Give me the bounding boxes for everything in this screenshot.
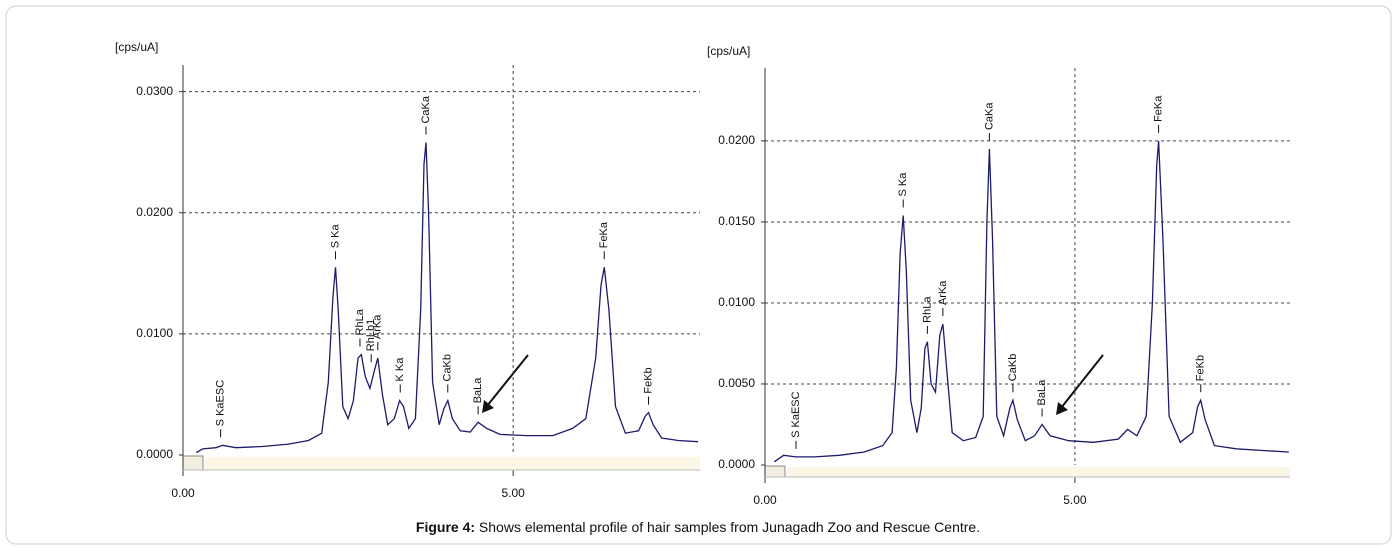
arrow [1060,354,1104,409]
corner-box [764,465,786,478]
peak-label: S Ka [329,224,341,249]
y-tick-label: 0.0050 [718,376,755,390]
peak-label: CaKb [1007,354,1019,382]
y-axis-label: [cps/uA] [707,44,750,58]
caption: Figure 4: Shows elemental profile of hai… [416,519,980,535]
y-axis-label: [cps/uA] [115,40,158,54]
peak-label: CaKb [442,354,454,382]
y-tick-label: 0.0200 [136,205,173,219]
peak-label: BaLa [472,377,484,404]
peak-label: CaKa [420,95,432,123]
peak-label: ArKa [937,280,949,305]
arrow-head [1056,402,1068,415]
spectrum-line [195,142,699,454]
arrow-head [482,400,494,413]
y-tick-label: 0.0000 [136,447,173,461]
baseline-strip [787,467,1290,477]
y-tick-label: 0.0100 [718,295,755,309]
peak-label: S KaESC [215,380,227,427]
caption-label: Figure 4: [416,519,475,535]
peak-label: FeKb [1195,355,1207,381]
x-tick-label: 5.00 [501,486,525,500]
y-tick-label: 0.0100 [136,326,173,340]
baseline-strip [205,457,700,470]
peak-label: FeKb [642,367,654,393]
peak-label: RhLa [354,308,366,335]
peak-label: RhLa [921,296,933,323]
peak-label: RhLb1 [365,319,377,351]
corner-box [182,455,204,471]
peak-label: FeKa [1153,95,1165,122]
x-tick-label: 0.00 [753,493,777,507]
peak-label: ArKa [372,314,384,339]
spectrum-line [773,140,1289,463]
peak-label: S Ka [897,172,909,197]
peak-label: FeKa [598,221,610,248]
y-tick-label: 0.0000 [718,457,755,471]
frame [5,5,1392,545]
caption-text: Shows elemental profile of hair samples … [479,519,980,535]
x-tick-label: 0.00 [171,486,195,500]
peak-label: CaKa [983,102,995,130]
arrow [486,354,529,407]
peak-label: K Ka [394,357,406,382]
y-tick-label: 0.0150 [718,214,755,228]
peak-label: S KaESC [790,391,802,438]
x-tick-label: 5.00 [1063,493,1087,507]
peak-label: BaLa [1036,379,1048,406]
y-tick-label: 0.0200 [718,133,755,147]
y-tick-label: 0.0300 [136,84,173,98]
